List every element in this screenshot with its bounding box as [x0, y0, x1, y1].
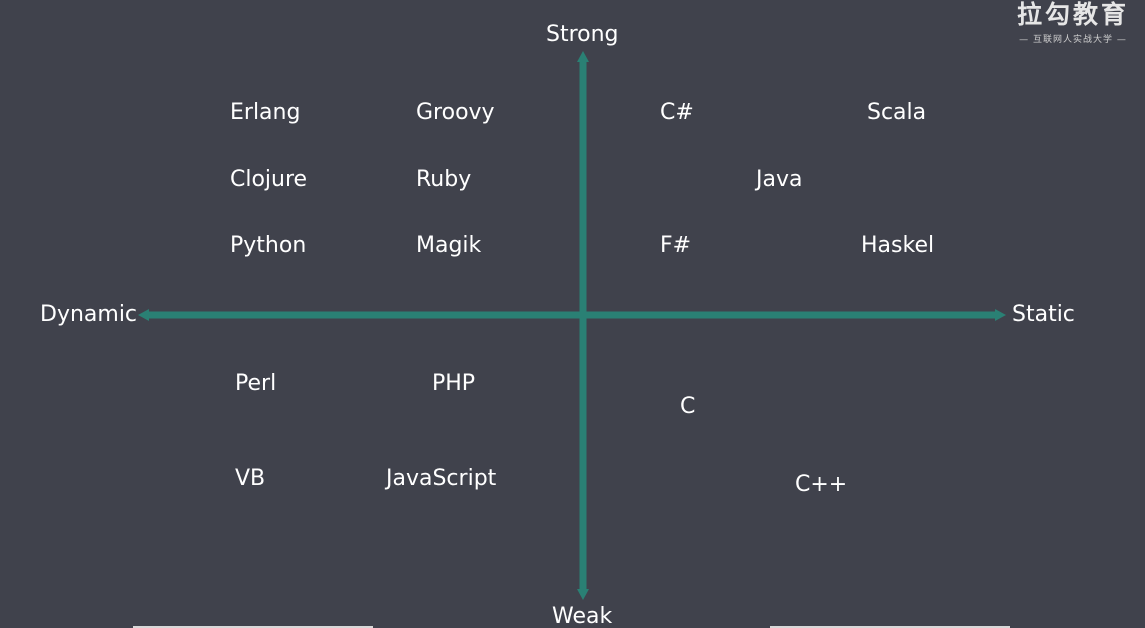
language-c: C [680, 394, 696, 419]
language-groovy: Groovy [416, 100, 495, 125]
axis-label-strong: Strong [546, 22, 619, 47]
bottom-divider-right [770, 626, 1010, 628]
top-arrowhead [577, 51, 589, 62]
language-java: Java [756, 167, 803, 192]
language-python: Python [230, 233, 307, 258]
language-scala: Scala [867, 100, 927, 125]
language-ruby: Ruby [416, 167, 472, 192]
left-arrowhead [138, 309, 149, 321]
language-fsharp: F# [660, 233, 692, 258]
logo-title: 拉勾教育 [1016, 0, 1129, 29]
language-vb: VB [235, 466, 266, 491]
bottom-divider-left [133, 626, 373, 628]
language-haskel: Haskel [861, 233, 935, 258]
logo-subtitle: — 互联网人实战大学 — [1019, 35, 1127, 45]
axis-label-static: Static [1012, 302, 1075, 327]
right-arrowhead [995, 309, 1006, 321]
bottom-arrowhead [577, 589, 589, 600]
language-cpp: C++ [795, 472, 848, 497]
brand-logo: 拉勾教育 — 互联网人实战大学 — [1009, 0, 1137, 46]
language-javascript: JavaScript [386, 466, 497, 491]
axis-label-dynamic: Dynamic [40, 302, 138, 327]
language-erlang: Erlang [230, 100, 301, 125]
language-php: PHP [432, 371, 476, 396]
language-csharp: C# [660, 100, 694, 125]
language-clojure: Clojure [230, 167, 308, 192]
language-perl: Perl [235, 371, 277, 396]
language-magik: Magik [416, 233, 482, 258]
axis-label-weak: Weak [552, 604, 613, 628]
